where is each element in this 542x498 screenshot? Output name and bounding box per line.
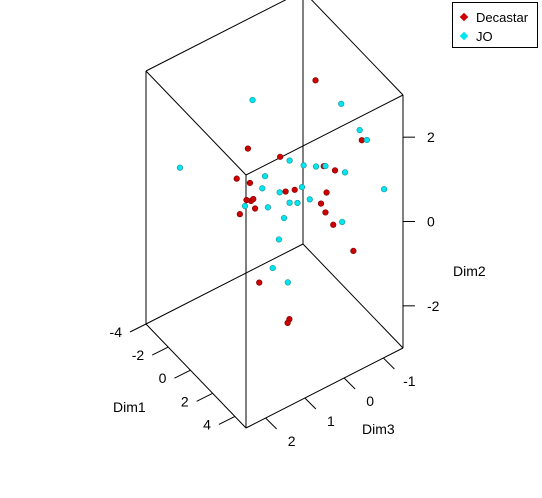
box-edge	[145, 70, 247, 176]
y-axis-tick-label: 2	[427, 129, 435, 145]
data-point-decastar	[244, 145, 252, 152]
z-axis-tick	[304, 397, 317, 410]
data-point-jo	[275, 236, 283, 243]
x-axis-tick	[174, 369, 191, 379]
box-edge	[245, 94, 404, 176]
data-point-decastar	[312, 77, 319, 84]
data-points	[176, 77, 388, 326]
data-point-jo	[284, 279, 291, 286]
data-point-jo	[312, 163, 320, 170]
z-axis-tick	[383, 357, 395, 370]
x-axis-tick	[218, 415, 236, 425]
data-point-jo	[300, 162, 307, 169]
data-point-jo	[249, 96, 256, 104]
z-axis-tick	[265, 417, 277, 430]
y-axis-tick-label: 0	[427, 214, 435, 230]
z-axis-tick-label: 1	[327, 413, 335, 429]
data-point-decastar	[358, 137, 365, 144]
data-point-jo	[241, 202, 249, 210]
data-point-jo	[286, 199, 293, 206]
z-axis-tick-label: 2	[288, 433, 296, 449]
data-point-jo	[298, 183, 306, 191]
data-point-jo	[306, 196, 313, 203]
data-point-jo	[294, 199, 301, 207]
x-axis-label: Dim1	[113, 399, 146, 415]
z-axis-tick	[343, 377, 356, 390]
legend-label-jo: JO	[476, 28, 493, 44]
z-axis-tick-label: 0	[366, 393, 374, 409]
data-point-jo	[356, 126, 363, 134]
data-point-decastar	[330, 221, 337, 228]
data-point-decastar	[350, 247, 357, 254]
data-point-jo	[280, 214, 288, 222]
legend: Decastar JO	[452, 2, 538, 48]
data-point-decastar	[323, 189, 330, 196]
data-point-jo	[276, 189, 283, 196]
data-point-jo	[259, 185, 266, 192]
x-axis-tick-label: -4	[110, 324, 123, 340]
legend-item-decastar: Decastar	[459, 9, 529, 25]
box-edge	[310, 0, 404, 96]
data-point-decastar	[251, 205, 259, 212]
data-point-decastar	[233, 175, 240, 182]
z-axis-tick-label: -1	[403, 373, 416, 389]
data-point-decastar	[246, 179, 254, 187]
legend-label-decastar: Decastar	[476, 9, 529, 25]
data-point-decastar	[322, 209, 329, 216]
data-point-decastar	[236, 211, 243, 218]
x-axis-tick-label: 0	[159, 370, 167, 386]
x-axis-tick-label: 4	[203, 416, 211, 432]
data-point-jo	[381, 186, 388, 193]
data-point-jo	[261, 173, 269, 180]
box-edge	[145, 243, 304, 325]
bounding-box	[145, 0, 404, 429]
data-point-jo	[341, 169, 349, 176]
x-axis-tick	[151, 346, 169, 356]
box-edge	[145, 323, 247, 429]
data-point-jo	[176, 164, 184, 171]
box-edge	[302, 243, 404, 349]
x-axis-tick-label: 2	[181, 393, 189, 409]
legend-marker-decastar	[459, 12, 469, 22]
x-axis-tick	[196, 392, 213, 402]
data-point-jo	[286, 157, 293, 164]
y-axis-tick-label: -2	[427, 298, 440, 314]
box-edge	[145, 0, 287, 72]
data-point-decastar	[282, 188, 289, 195]
legend-item-jo: JO	[459, 28, 493, 44]
data-point-decastar	[277, 153, 284, 160]
data-point-decastar	[291, 186, 298, 193]
x-axis-tick-label: -2	[132, 347, 145, 363]
data-point-jo	[339, 218, 346, 226]
legend-marker-jo	[459, 31, 469, 41]
data-point-decastar	[250, 195, 257, 203]
x-axis-tick	[129, 323, 147, 333]
data-point-decastar	[243, 196, 250, 204]
z-axis-label: Dim3	[362, 421, 395, 437]
data-point-jo	[322, 162, 329, 170]
data-point-jo	[363, 136, 371, 144]
box-edge	[245, 347, 404, 429]
data-point-jo	[338, 100, 345, 107]
data-point-decastar	[317, 200, 325, 207]
data-point-jo	[264, 204, 272, 211]
data-point-decastar	[284, 319, 291, 326]
data-point-jo	[269, 264, 276, 272]
y-axis-label: Dim2	[453, 263, 486, 279]
data-point-decastar	[256, 279, 263, 286]
data-point-decastar	[331, 167, 339, 174]
